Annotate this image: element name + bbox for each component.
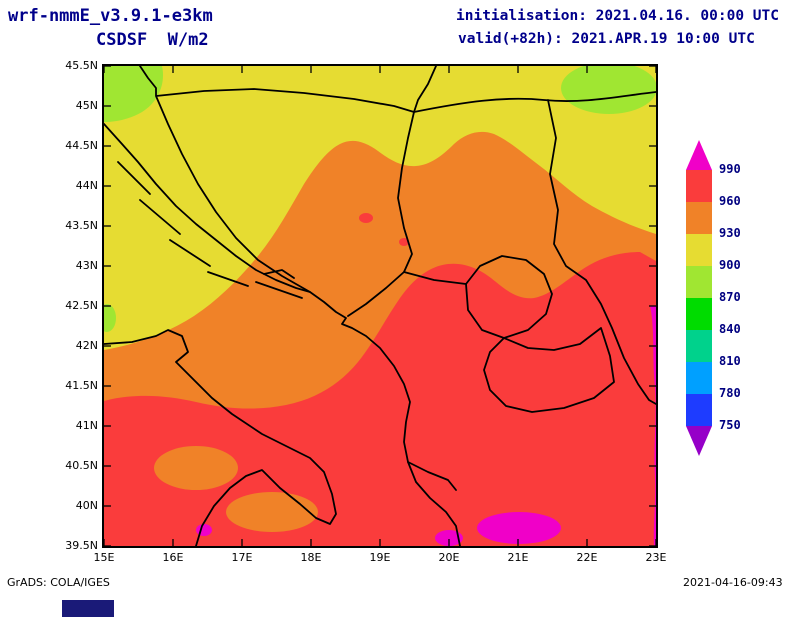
serbia-north-border (413, 91, 656, 113)
map-canvas (104, 66, 656, 546)
green-patch-left-edge (104, 304, 116, 332)
orange-patch-bottom (226, 492, 318, 532)
albania-greece-border (407, 461, 457, 491)
colorbar-band (686, 394, 712, 426)
lon-tick-label: 20E (438, 551, 460, 564)
colorbar-band (686, 266, 712, 298)
colorbar-value-label: 960 (719, 194, 741, 208)
model-version-title: wrf-nmmE_v3.9.1-e3km (8, 6, 213, 26)
green-patch-topleft (104, 66, 164, 122)
colorbar-band (686, 170, 712, 202)
lon-tick-label: 23E (645, 551, 667, 564)
colorbar-band (686, 202, 712, 234)
colorbar-value-label: 840 (719, 322, 741, 336)
lat-tick-label: 42.5N (65, 299, 98, 312)
lat-tick-label: 39.5N (65, 539, 98, 552)
croatian-islands (117, 161, 303, 299)
country-borders-group (104, 66, 656, 546)
bottom-left-dark-box (62, 600, 114, 617)
lon-tick-label: 22E (576, 551, 598, 564)
italy-coastline (104, 329, 337, 546)
lat-tick-label: 41N (75, 419, 98, 432)
lon-tick-label: 18E (300, 551, 322, 564)
lat-tick-label: 45.5N (65, 59, 98, 72)
colorbar: 990 960 930 900 870 840 810 780 750 (686, 140, 781, 460)
lon-tick-label: 15E (93, 551, 115, 564)
lat-tick-label: 42N (75, 339, 98, 352)
magenta-blob-left (196, 524, 212, 536)
colorbar-band (686, 234, 712, 266)
map-plot-area (102, 64, 658, 548)
colorbar-value-label: 810 (719, 354, 741, 368)
macedonia-border (483, 327, 615, 413)
axis-ticks (104, 66, 656, 546)
initialisation-time: initialisation: 2021.04.16. 00:00 UTC (456, 8, 780, 24)
colorbar-band (686, 298, 712, 330)
lat-tick-label: 45N (75, 99, 98, 112)
colorbar-value-label: 780 (719, 386, 741, 400)
colorbar-bands (686, 170, 781, 426)
yellow-region-northwest (104, 66, 656, 350)
valid-time: valid(+82h): 2021.APR.19 10:00 UTC (458, 31, 755, 47)
colorbar-value-label: 870 (719, 290, 741, 304)
red-speckle-2 (399, 238, 409, 246)
lat-tick-label: 40N (75, 499, 98, 512)
lon-tick-label: 19E (369, 551, 391, 564)
bosnia-croatia-borders (139, 66, 437, 317)
magenta-blob-main (477, 512, 561, 544)
variable-units-label: CSDSF W/m2 (96, 30, 209, 50)
grads-credit: GrADS: COLA/IGES (7, 576, 110, 589)
colorbar-value-label: 930 (719, 226, 741, 240)
colorbar-band (686, 362, 712, 394)
colorbar-band (686, 330, 712, 362)
lon-tick-label: 21E (507, 551, 529, 564)
lat-tick-label: 40.5N (65, 459, 98, 472)
colorbar-arrow-bottom (686, 426, 712, 456)
lon-tick-label: 17E (231, 551, 253, 564)
green-patch-topright (561, 66, 656, 114)
adriatic-coastline (104, 123, 461, 546)
lat-tick-label: 43.5N (65, 219, 98, 232)
colorbar-value-label: 900 (719, 258, 741, 272)
kosovo-border (465, 255, 553, 339)
creation-timestamp: 2021-04-16-09:43 (683, 576, 783, 589)
lat-tick-label: 41.5N (65, 379, 98, 392)
colorbar-value-label: 750 (719, 418, 741, 432)
lat-tick-label: 43N (75, 259, 98, 272)
lon-tick-label: 16E (162, 551, 184, 564)
lat-tick-label: 44.5N (65, 139, 98, 152)
colorbar-arrow-top (686, 140, 712, 170)
red-region-south (104, 252, 656, 546)
colorbar-value-label: 990 (719, 162, 741, 176)
red-speckle-1 (359, 213, 373, 223)
montenegro-serbia-border (403, 271, 467, 285)
lat-tick-label: 44N (75, 179, 98, 192)
orange-patch-bottomleft (154, 446, 238, 490)
serbia-east-border (547, 99, 656, 405)
magenta-streak-right-edge (650, 306, 656, 546)
magenta-blob-small (435, 530, 463, 546)
